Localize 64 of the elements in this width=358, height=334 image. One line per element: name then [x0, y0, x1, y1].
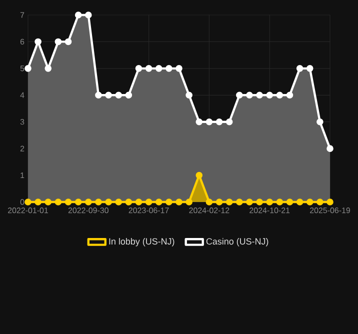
- point: [276, 198, 284, 206]
- point: [246, 198, 253, 206]
- point: [306, 198, 314, 206]
- point: [316, 198, 324, 206]
- point: [125, 198, 132, 206]
- point: [115, 92, 122, 99]
- point: [186, 198, 192, 206]
- point: [64, 38, 72, 46]
- point: [286, 92, 294, 99]
- point: [54, 38, 62, 46]
- point: [44, 198, 52, 206]
- point: [266, 92, 273, 99]
- point: [326, 198, 334, 206]
- point: [44, 65, 52, 72]
- point: [236, 198, 243, 206]
- point: [95, 92, 102, 99]
- point: [85, 12, 92, 18]
- point: [74, 12, 82, 18]
- point: [155, 198, 162, 206]
- point: [54, 198, 62, 206]
- point: [306, 65, 314, 72]
- point: [216, 198, 223, 206]
- point: [64, 198, 72, 206]
- point: [166, 65, 172, 72]
- point: [24, 198, 32, 206]
- point: [296, 198, 304, 206]
- point: [226, 198, 233, 206]
- point: [74, 198, 82, 206]
- point: [246, 92, 253, 99]
- point: [95, 198, 102, 206]
- point: [286, 198, 294, 206]
- point: [176, 198, 182, 206]
- point: [125, 92, 132, 99]
- point: [105, 92, 112, 99]
- point: [256, 92, 263, 99]
- point: [216, 118, 223, 126]
- point: [226, 118, 233, 126]
- point: [155, 65, 162, 72]
- point: [256, 198, 263, 206]
- point: [296, 65, 304, 72]
- point: [135, 198, 142, 206]
- point: [176, 65, 182, 72]
- point: [196, 172, 203, 179]
- point: [206, 198, 213, 206]
- legend-label: Casino (US-NJ): [206, 238, 268, 246]
- point: [115, 198, 122, 206]
- point: [105, 198, 112, 206]
- legend-label: In lobby (US-NJ): [109, 238, 174, 246]
- point: [326, 145, 334, 152]
- point: [266, 198, 273, 206]
- point: [186, 92, 192, 99]
- point: [135, 65, 142, 72]
- point: [206, 118, 213, 126]
- point: [276, 92, 284, 99]
- point: [166, 198, 172, 206]
- point: [34, 38, 42, 46]
- point: [145, 65, 152, 72]
- point: [24, 65, 32, 72]
- point: [34, 198, 42, 206]
- point: [196, 118, 203, 126]
- point: [236, 92, 243, 99]
- point: [85, 198, 92, 206]
- point: [316, 118, 324, 126]
- point: [145, 198, 152, 206]
